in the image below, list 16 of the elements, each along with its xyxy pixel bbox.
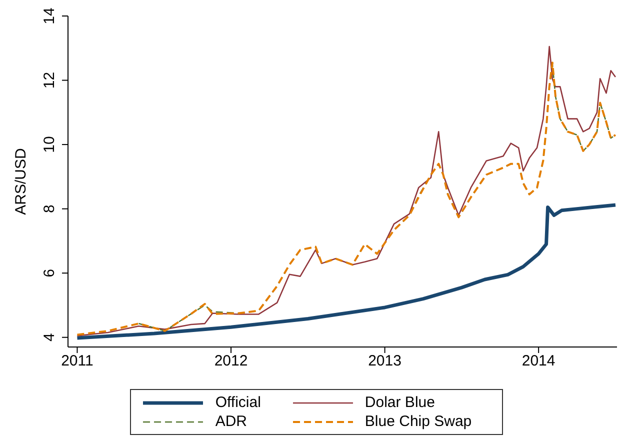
y-tick-label: 14 bbox=[41, 8, 58, 24]
x-tick-label: 2012 bbox=[214, 352, 248, 370]
y-tick-label: 6 bbox=[41, 268, 58, 278]
y-tick-label: 10 bbox=[41, 136, 58, 153]
x-tick-label: 2011 bbox=[61, 352, 94, 370]
y-axis-title: ARS/USD bbox=[12, 148, 30, 215]
y-tick-label: 12 bbox=[41, 72, 58, 89]
legend-label: ADR bbox=[215, 413, 248, 430]
x-tick-label: 2014 bbox=[522, 352, 556, 370]
line-series bbox=[75, 203, 617, 340]
y-tick-label: 4 bbox=[41, 333, 58, 342]
y-tick-label: 8 bbox=[41, 204, 58, 213]
legend-label: Dolar Blue bbox=[364, 394, 436, 411]
legend-label: Blue Chip Swap bbox=[364, 413, 472, 430]
legend-label: Official bbox=[215, 394, 261, 411]
x-tick-label: 2013 bbox=[368, 352, 402, 370]
